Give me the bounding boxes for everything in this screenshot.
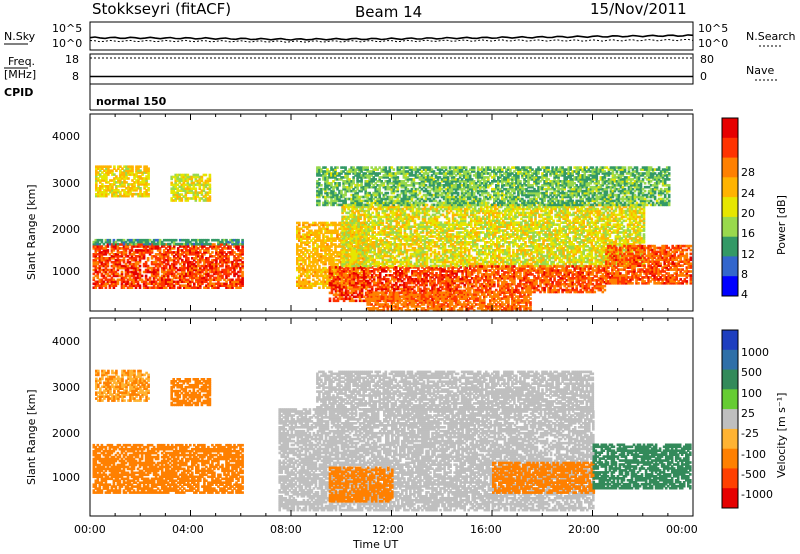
heatmap-cell [147,187,150,190]
rti-plot-svg [0,0,800,554]
heatmap-cell [147,183,150,186]
heatmap-cell [207,239,210,242]
heatmap-cell [298,222,301,225]
heatmap-cell [187,257,190,260]
heatmap-cell [241,271,244,274]
heatmap-cell [241,239,244,242]
heatmap-cell [147,193,150,196]
heatmap-cell [163,243,166,246]
heatmap-cell [107,249,110,252]
heatmap-cell [209,195,212,198]
heatmap-cell [139,187,142,190]
heatmap-cell [147,167,150,170]
heatmap-cell [139,265,142,268]
heatmap-cell [195,187,198,190]
heatmap-cell [131,165,134,168]
heatmap-cell [145,275,148,278]
heatmap-cell [211,251,214,254]
heatmap-cell [117,243,120,246]
heatmap-cell [318,265,321,268]
heatmap-cell [113,165,116,168]
heatmap-cell [139,284,142,287]
heatmap-cell [175,239,178,242]
heatmap-cell [209,174,212,177]
heatmap-cell [205,174,208,177]
heatmap-cell [109,239,112,242]
heatmap-cell [241,261,244,264]
heatmap-cell [302,230,305,233]
heatmap-cell [237,239,240,242]
heatmap-cell [101,239,104,242]
heatmap-cell [209,243,212,246]
heatmap-cell [121,271,124,274]
heatmap-cell [127,177,130,180]
heatmap-cell [139,269,142,272]
heatmap-cell [139,165,142,168]
heatmap-cell [241,257,244,260]
heatmap-cell [147,257,150,260]
heatmap-cell [209,184,212,187]
heatmap-cell [318,286,321,289]
power-heatmap [93,165,693,311]
heatmap-cell [141,275,144,278]
heatmap-cell [109,165,112,168]
heatmap-cell [308,245,311,248]
